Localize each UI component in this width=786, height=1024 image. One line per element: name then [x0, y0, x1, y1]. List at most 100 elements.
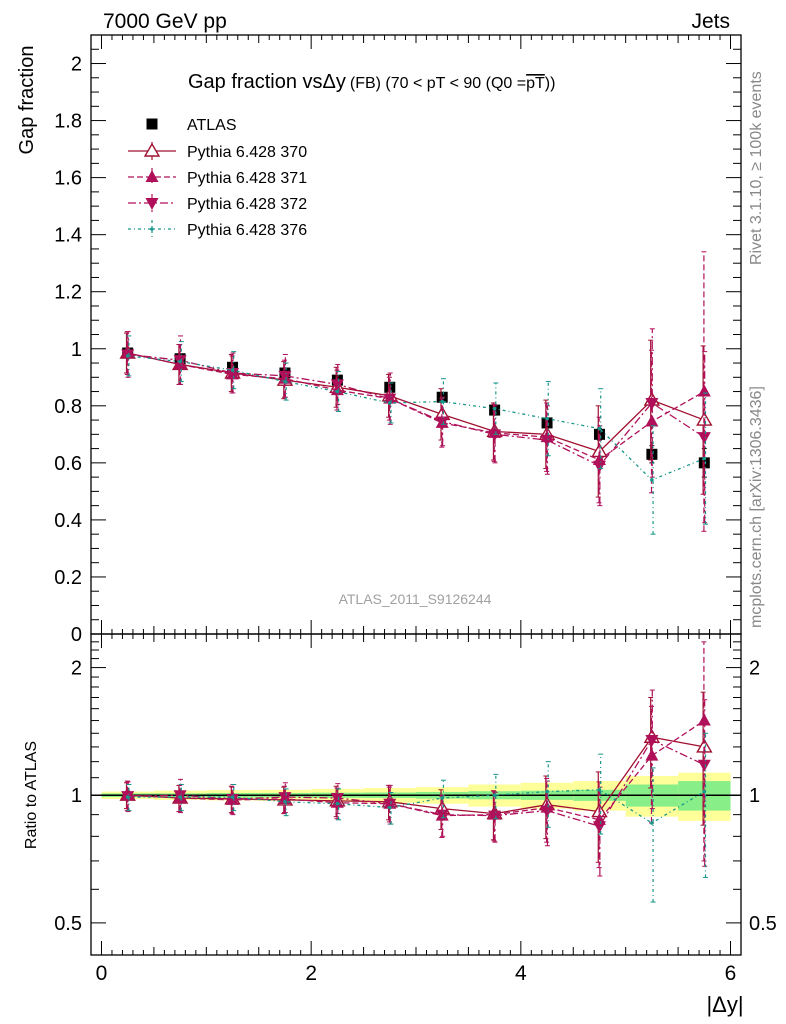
legend-item-p376: Pythia 6.428 376 — [128, 220, 307, 239]
ratio-data-point — [645, 734, 659, 747]
error-bar — [493, 382, 499, 435]
legend-marker — [150, 227, 154, 231]
mcplots-label: mcplots.cern.ch [arXiv:1306.3436] — [748, 386, 765, 628]
series-line — [127, 353, 705, 467]
y-tick-label: 0.2 — [54, 567, 82, 589]
ratio-y-tick-label-left: 2 — [71, 658, 82, 680]
ratio-series-p372 — [121, 689, 711, 877]
legend-item-p371: Pythia 6.428 371 — [128, 168, 307, 187]
ratio-error-bar — [231, 784, 237, 812]
ratio-series-p371 — [121, 641, 711, 869]
ratio-error-bar — [598, 753, 604, 835]
y-tick-label: 1 — [71, 339, 82, 361]
ratio-error-bar — [178, 784, 184, 812]
y-tick-label: 0.6 — [54, 453, 82, 475]
ratio-y-tick-label-right: 1 — [749, 785, 760, 807]
legend-label: Pythia 6.428 370 — [187, 144, 307, 161]
ratio-error-bar — [125, 781, 131, 813]
data-point — [125, 354, 130, 358]
x-tick-label: 4 — [515, 962, 527, 985]
rivet-version-label: Rivet 3.1.10, ≥ 100k events — [748, 71, 765, 265]
data-point — [335, 389, 340, 394]
y-tick-label: 0.8 — [54, 396, 82, 418]
ratio-y-tick-label-left: 1 — [71, 785, 82, 807]
ratio-error-bar — [388, 791, 394, 825]
ratio-error-bar — [283, 788, 289, 817]
ratio-error-bar — [492, 791, 498, 843]
ratio-data-point — [592, 821, 606, 834]
ratio-data-point — [178, 795, 182, 799]
legend-item-atlas: ATLAS — [146, 117, 237, 134]
y-tick-label: 1.4 — [54, 225, 82, 247]
data-point — [440, 399, 445, 404]
plot-title-sub: (FB) (70 < pT < 90 (Q0 = — [350, 75, 526, 92]
legend-marker — [145, 170, 159, 182]
ratio-error-bar — [650, 767, 656, 903]
ratio-data-point — [435, 809, 449, 822]
ratio-data-point — [597, 787, 602, 792]
data-point — [230, 368, 235, 372]
ratio-data-point — [230, 795, 235, 799]
ratio-data-point — [545, 789, 549, 794]
y-tick-label: 0 — [71, 624, 82, 646]
error-bar — [387, 372, 393, 425]
data-point — [597, 426, 602, 431]
ratio-series-line — [127, 739, 705, 828]
error-bar — [703, 392, 709, 525]
error-bar — [283, 362, 289, 401]
error-bar — [178, 341, 184, 383]
legend-label: Pythia 6.428 376 — [187, 222, 307, 239]
error-bar — [178, 335, 184, 385]
data-point — [592, 460, 606, 473]
error-bar — [231, 351, 237, 390]
ratio-data-point — [383, 798, 397, 811]
ratio-error-bar — [126, 784, 132, 812]
legend-item-p370: Pythia 6.428 370 — [128, 142, 307, 161]
ratio-data-point — [335, 801, 340, 806]
x-tick-label: 2 — [305, 962, 317, 985]
ratio-data-point — [492, 793, 497, 798]
data-point — [540, 435, 554, 448]
ratio-series-p370 — [119, 691, 713, 863]
series-p370 — [119, 332, 713, 498]
ratio-data-point — [125, 795, 130, 799]
series-p372 — [121, 328, 711, 524]
ratio-error-bar — [702, 699, 708, 867]
header-category: Jets — [691, 10, 730, 33]
ratio-error-bar — [282, 782, 288, 814]
data-point — [545, 416, 549, 421]
legend-label: Pythia 6.428 371 — [187, 170, 307, 187]
header-process: 7000 GeV pp — [103, 10, 227, 33]
error-bar — [388, 382, 394, 424]
data-point — [488, 429, 502, 442]
error-bar — [126, 335, 132, 377]
y-tick-label: 2 — [71, 54, 82, 76]
data-point — [645, 414, 659, 427]
data-point — [492, 406, 497, 411]
y-tick-label: 1.2 — [54, 282, 82, 304]
ratio-y-tick-label-left: 0.5 — [54, 913, 82, 935]
legend-marker — [145, 198, 159, 210]
data-point — [278, 370, 292, 383]
data-point — [383, 393, 397, 406]
top-ylabel: Gap fraction — [16, 46, 38, 155]
plot-title-overlined: pT — [526, 75, 545, 92]
ratio-error-bar — [491, 791, 497, 842]
ratio-series-line — [127, 789, 705, 824]
data-point — [387, 401, 392, 405]
series-line — [127, 352, 705, 453]
ratio-data-point — [330, 793, 344, 806]
ratio-series-p376 — [125, 732, 709, 903]
analysis-watermark: ATLAS_2011_S9126244 — [339, 591, 492, 607]
ratio-ylabel: Ratio to ATLAS — [23, 741, 40, 849]
data-point — [226, 368, 240, 381]
ratio-y-tick-label-right: 2 — [749, 658, 760, 680]
ratio-data-point — [278, 792, 292, 805]
legend-item-p372: Pythia 6.428 372 — [128, 194, 307, 213]
data-point — [702, 456, 707, 461]
error-bar — [336, 371, 342, 413]
ratio-y-tick-label-right: 0.5 — [749, 913, 777, 935]
legend-label: ATLAS — [187, 117, 237, 134]
ratio-error-bar — [649, 689, 655, 810]
